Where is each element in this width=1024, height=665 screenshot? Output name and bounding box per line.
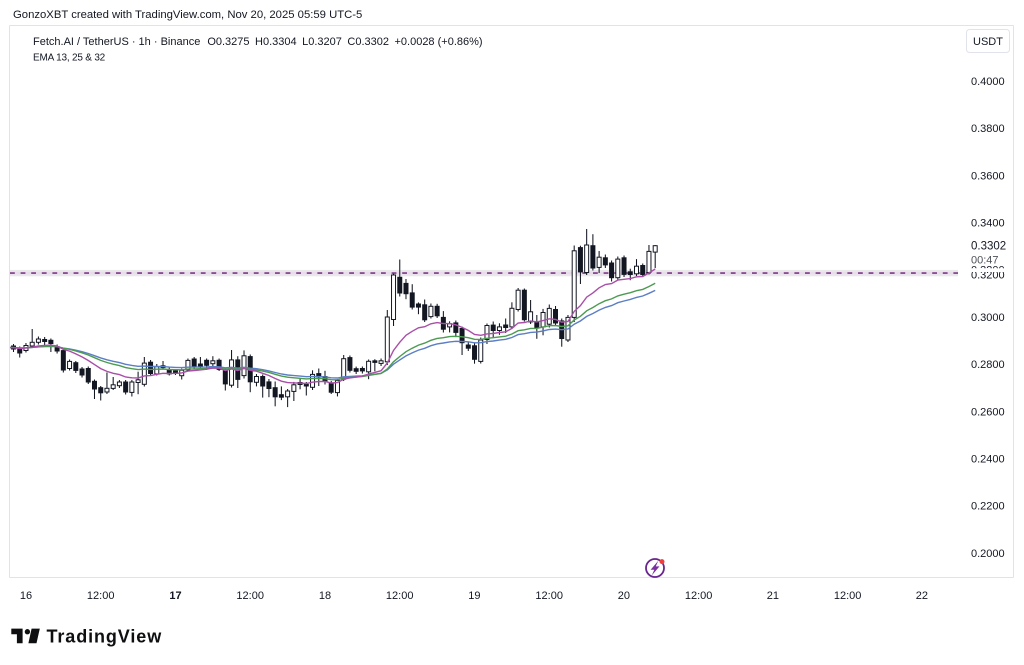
svg-text:0.2000: 0.2000 xyxy=(971,548,1005,560)
svg-text:0.3302: 0.3302 xyxy=(971,240,1006,252)
svg-text:12:00: 12:00 xyxy=(685,590,713,602)
svg-text:TradingView: TradingView xyxy=(47,626,163,646)
svg-text:21: 21 xyxy=(767,590,779,602)
svg-text:12:00: 12:00 xyxy=(386,590,414,602)
svg-text:0.4000: 0.4000 xyxy=(971,76,1005,88)
svg-text:GonzoXBT created with TradingV: GonzoXBT created with TradingView.com, N… xyxy=(13,9,362,21)
svg-text:16: 16 xyxy=(20,590,32,602)
svg-text:USDT: USDT xyxy=(973,36,1003,48)
svg-text:0.3200: 0.3200 xyxy=(971,269,1005,281)
svg-text:12:00: 12:00 xyxy=(236,590,264,602)
svg-text:18: 18 xyxy=(319,590,331,602)
svg-text:00:47: 00:47 xyxy=(971,254,999,266)
svg-text:0.2400: 0.2400 xyxy=(971,454,1005,466)
svg-text:0.3800: 0.3800 xyxy=(971,123,1005,135)
svg-text:0.3200: 0.3200 xyxy=(971,264,1005,276)
svg-text:0.2800: 0.2800 xyxy=(971,359,1005,371)
svg-text:17: 17 xyxy=(169,590,181,602)
svg-text:12:00: 12:00 xyxy=(87,590,115,602)
svg-text:0.3400: 0.3400 xyxy=(971,218,1005,230)
svg-text:12:00: 12:00 xyxy=(535,590,563,602)
svg-text:22: 22 xyxy=(916,590,928,602)
svg-text:0.3000: 0.3000 xyxy=(971,312,1005,324)
svg-text:Fetch.AI / TetherUS · 1h · Bin: Fetch.AI / TetherUS · 1h · Binance O0.327… xyxy=(33,36,483,48)
svg-text:20: 20 xyxy=(618,590,630,602)
svg-text:19: 19 xyxy=(468,590,480,602)
svg-text:EMA 13, 25 & 32: EMA 13, 25 & 32 xyxy=(33,53,106,64)
svg-text:0.2600: 0.2600 xyxy=(971,406,1005,418)
svg-text:0.2200: 0.2200 xyxy=(971,501,1005,513)
svg-text:0.3600: 0.3600 xyxy=(971,170,1005,182)
svg-text:12:00: 12:00 xyxy=(834,590,862,602)
